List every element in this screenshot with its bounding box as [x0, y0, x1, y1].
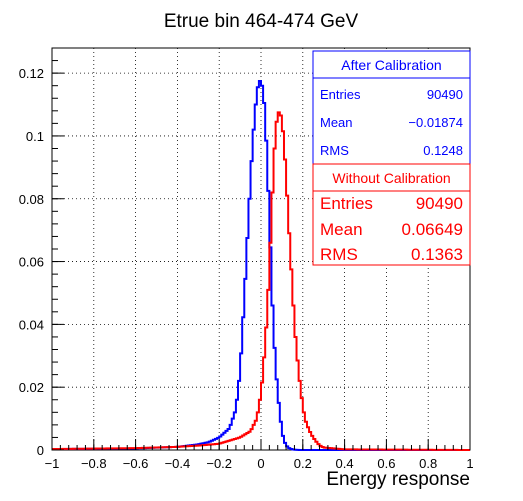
- chart-title: Etrue bin 464-474 GeV: [164, 11, 359, 32]
- x-tick-label: 0: [257, 456, 264, 471]
- stats-after-title: After Calibration: [341, 57, 441, 73]
- stats-after-entries-label: Entries: [320, 87, 361, 102]
- x-axis-label: Energy response: [326, 469, 470, 490]
- x-tick-label: 0.8: [419, 456, 437, 471]
- x-tick-label: −0.4: [165, 456, 191, 471]
- y-tick-label: 0: [37, 443, 44, 458]
- stats-without-entries-value: 90490: [416, 194, 463, 213]
- x-tick-label: −1: [45, 456, 60, 471]
- stats-without-title: Without Calibration: [332, 170, 450, 186]
- x-tick-label: −0.6: [123, 456, 149, 471]
- x-tick-label: 0.4: [336, 456, 354, 471]
- stats-without-mean-value: 0.06649: [402, 220, 463, 239]
- stats-without-body-box: [312, 190, 471, 266]
- stats-without-mean-label: Mean: [320, 220, 363, 239]
- stats-after-mean-value: −0.01874: [408, 115, 463, 130]
- y-tick-label: 0.06: [19, 255, 44, 270]
- stats-box-after-calibration: After Calibration Entries 90490 Mean −0.…: [312, 50, 471, 165]
- stats-without-rms-value: 0.1363: [411, 245, 463, 264]
- stats-after-rms-value: 0.1248: [423, 143, 463, 158]
- histogram-series: [52, 79, 470, 451]
- x-tick-label: 0.2: [294, 456, 312, 471]
- y-tick-label: 0.08: [19, 192, 44, 207]
- histogram-line-1: [52, 111, 470, 451]
- x-tick-labels: −1 −0.8 −0.6 −0.4 −0.2 0 0.2 0.4 0.6 0.8 1: [45, 456, 474, 471]
- axis-ticks: [51, 47, 471, 451]
- x-tick-label: −0.8: [81, 456, 107, 471]
- stats-without-header-box: [312, 163, 471, 192]
- y-tick-label: 0.12: [19, 66, 44, 81]
- y-tick-label: 0.04: [19, 317, 44, 332]
- stats-after-body-box: [312, 77, 471, 165]
- y-tick-label: 0.02: [19, 380, 44, 395]
- x-tick-label: 0.6: [377, 456, 395, 471]
- stats-after-rms-label: RMS: [320, 143, 349, 158]
- y-tick-labels: 0 0.02 0.04 0.06 0.08 0.1 0.12: [19, 66, 44, 458]
- stats-without-rms-label: RMS: [320, 245, 358, 264]
- x-tick-label: −0.2: [206, 456, 232, 471]
- stats-after-header-box: [312, 50, 471, 79]
- y-tick-label: 0.1: [26, 129, 44, 144]
- stats-after-mean-label: Mean: [320, 115, 353, 130]
- stats-without-entries-label: Entries: [320, 194, 373, 213]
- x-tick-label: 1: [466, 456, 473, 471]
- stats-box-without-calibration: Without Calibration Entries 90490 Mean 0…: [312, 163, 471, 266]
- stats-after-entries-value: 90490: [427, 87, 463, 102]
